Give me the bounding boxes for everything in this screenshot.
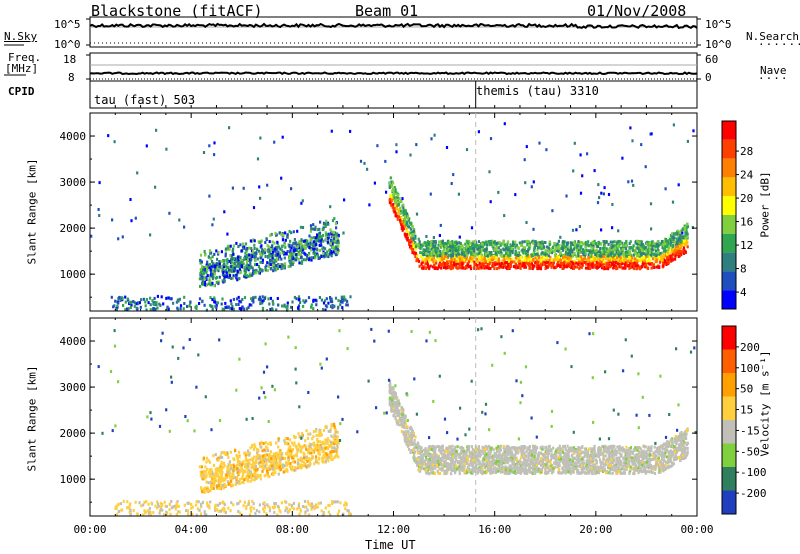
nsearch-tick-bottom: 10^0 [705,38,732,51]
nave-dots: ···· [758,72,789,85]
freq-unit: [MHz] [5,62,39,75]
velocity-colorbar-swatch [722,420,736,444]
nsky-label: N.Sky [4,30,38,43]
power-colorbar-swatch [722,177,736,197]
power-colorbar-swatch [722,121,736,140]
nsky-tick-bottom: 10^0 [54,38,81,51]
beam-title: Beam 01 [355,2,419,20]
velocity-colorbar-tick-label: 15 [740,404,753,417]
time-tick-label: 20:00 [579,523,612,536]
time-tick-label: 00:00 [680,523,713,536]
power-colorbar-tick-label: 4 [740,286,747,299]
velocity-ytick-label: 1000 [60,473,87,486]
power-colorbar-swatch [722,158,736,178]
cpid-label: CPID [8,85,35,98]
velocity-colorbar-frame [721,325,737,515]
power-colorbar-swatch [722,290,736,309]
power-ytick-label: 2000 [60,222,87,235]
nave-tick-bottom: 0 [705,71,712,84]
power-colorbar-tick-label: 16 [740,216,753,229]
time-tick-label: 00:00 [73,523,106,536]
nsky-strip-frame [89,16,698,48]
time-tick-label: 12:00 [377,523,410,536]
power-colorbar-tick-label: 8 [740,263,747,276]
power-colorbar-swatch [722,139,736,159]
power-ytick-label: 4000 [60,130,87,143]
nsearch-dots: ········ [758,38,800,51]
nsky-tick-top: 10^5 [54,18,81,31]
velocity-colorbar-swatch [722,373,736,397]
freq-label: Freq. [8,51,42,64]
nave-tick-top: 60 [705,53,719,66]
time-tick-label: 04:00 [175,523,208,536]
power-colorbar-frame [721,120,737,310]
velocity-colorbar-tick-label: -100 [740,466,767,479]
freq-tick-bottom: 8 [68,71,75,84]
velocity-colorbar-tick-label: 50 [740,383,753,396]
velocity-ytick-label: 3000 [60,381,87,394]
nsky-trace [89,22,698,30]
freq-tick-top: 18 [63,53,77,66]
date-title: 01/Nov/2008 [587,2,687,20]
power-colorbar-swatch [722,196,736,215]
power-colorbar-tick-label: 24 [740,169,754,182]
nsearch-tick-top: 10^5 [705,18,732,31]
time-axis-label: Time UT [365,538,416,552]
power-colorbar-swatch [722,271,736,291]
station-title: Blackstone (fitACF) [91,2,263,20]
cpid-mode-2: themis (tau) 3310 [476,84,599,98]
velocity-colorbar-tick-label: -50 [740,445,760,458]
velocity-colorbar-tick-label: -15 [740,424,760,437]
velocity-echoes [97,327,697,517]
time-tick-label: 08:00 [276,523,309,536]
velocity-colorbar-swatch [722,396,736,420]
freq-trace [89,71,698,76]
velocity-colorbar-swatch [722,326,736,350]
cpid-mode-1: tau (fast) 503 [94,93,196,107]
power-colorbar-tick-label: 28 [740,145,753,158]
velocity-colorbar-swatch [722,490,736,514]
velocity-colorbar-swatch [722,443,736,467]
power-colorbar-swatch [722,252,736,272]
power-colorbar-swatch [722,233,736,253]
power-echoes [90,122,695,312]
velocity-colorbar-tick-label: 100 [740,362,760,375]
velocity-colorbar-tick-label: 200 [740,341,760,354]
freq-strip-frame [89,52,698,82]
time-tick-label: 16:00 [478,523,511,536]
power-colorbar-swatch [722,215,736,234]
nsearch-label: N.Search [746,30,799,43]
nave-label: Nave [760,64,787,77]
power-colorbar-tick-label: 12 [740,239,753,252]
velocity-ytick-label: 2000 [60,427,87,440]
velocity-ytick-label: 4000 [60,335,87,348]
power-colorbar-tick-label: 20 [740,192,753,205]
cpid-strip-frame [89,80,698,109]
velocity-colorbar-tick-label: -200 [740,487,767,500]
velocity-colorbar-swatch [722,467,736,491]
velocity-colorbar-swatch [722,349,736,373]
power-ytick-label: 3000 [60,176,87,189]
power-ytick-label: 1000 [60,268,87,281]
